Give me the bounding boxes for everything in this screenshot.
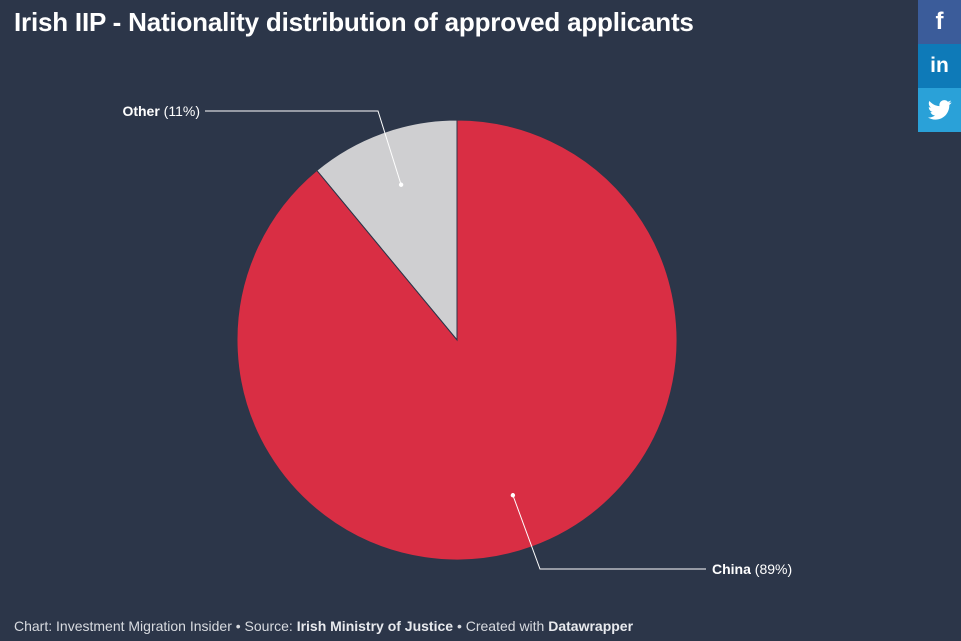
leader-line-china	[512, 495, 706, 570]
chart-title: Irish IIP - Nationality distribution of …	[14, 7, 694, 37]
footer-tool-link[interactable]: Datawrapper	[548, 618, 634, 634]
linkedin-share-button[interactable]: in	[918, 44, 961, 88]
twitter-share-button[interactable]	[918, 88, 961, 132]
leader-dot-china	[510, 493, 516, 498]
slice-label-china: China (89%)	[712, 561, 792, 577]
pie-slice-china[interactable]	[236, 119, 678, 561]
linkedin-icon: in	[930, 54, 949, 77]
facebook-share-button[interactable]: f	[918, 0, 961, 44]
pie-slice-other[interactable]	[316, 119, 458, 342]
footer-middle: • Created with	[453, 618, 549, 634]
twitter-icon	[927, 100, 952, 120]
leader-dot-other	[398, 182, 404, 187]
share-bar: f in	[918, 0, 961, 132]
leader-line-other	[205, 110, 402, 185]
slice-label-other: Other (11%)	[122, 103, 200, 119]
facebook-icon: f	[935, 8, 944, 35]
footer-source-link[interactable]: Irish Ministry of Justice	[296, 618, 454, 634]
footer-prefix: Chart: Investment Migration Insider • So…	[14, 618, 297, 634]
chart-footer: Chart: Investment Migration Insider • So…	[14, 618, 633, 634]
